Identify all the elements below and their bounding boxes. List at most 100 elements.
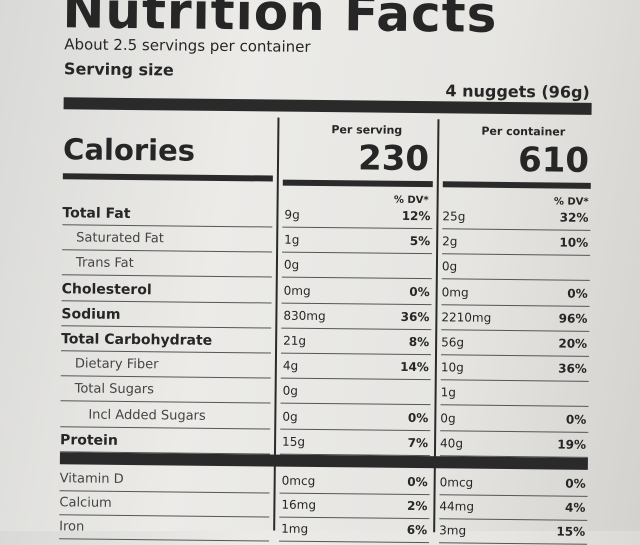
container-dv: 0% — [565, 476, 586, 491]
container-amount: 3mg — [439, 523, 467, 538]
serving-amount: 15g — [282, 434, 306, 449]
nutrient-label: Total Carbohydrate — [61, 331, 213, 349]
container-amount: 25g — [442, 209, 466, 224]
calories-serving: 230 — [357, 138, 430, 180]
container-dv: 4% — [564, 500, 586, 515]
row-rule — [282, 251, 433, 255]
row-rule — [279, 492, 430, 496]
serving-amount: 1g — [284, 232, 300, 247]
row-rule — [61, 325, 272, 329]
serving-amount: 21g — [283, 333, 307, 348]
row-rule — [61, 350, 272, 354]
nutrient-label: Sodium — [61, 306, 121, 323]
serving-dv: 7% — [407, 435, 429, 450]
row-rule — [281, 302, 432, 305]
nutrient-label: Saturated Fat — [76, 230, 164, 247]
servings: About 2.5 servings per container — [64, 35, 311, 56]
serving-size-label: Serving size — [63, 59, 174, 80]
serving-dv: 8% — [408, 334, 430, 350]
serving-dv: 0% — [407, 474, 428, 490]
nutrient-label: Iron — [59, 519, 85, 535]
nutrient-label: Dietary Fiber — [74, 356, 159, 373]
container-dv: 20% — [558, 336, 588, 351]
container-amount: 56g — [441, 335, 465, 350]
row-rule — [60, 400, 271, 404]
calories-label: Calories — [62, 132, 196, 168]
medium-bar — [62, 173, 273, 182]
container-dv: 96% — [558, 311, 588, 326]
row-rule — [440, 429, 589, 433]
row-rule — [441, 303, 590, 307]
nutrient-label: Cholesterol — [61, 280, 152, 298]
row-rule — [60, 425, 271, 430]
row-rule — [280, 402, 431, 406]
row-rule — [440, 379, 589, 383]
serving-dv: 14% — [400, 360, 429, 375]
row-rule — [62, 224, 273, 228]
serving-amount: 0mcg — [281, 473, 316, 488]
row-rule — [62, 249, 273, 253]
nutrient-label: Total Sugars — [74, 381, 155, 398]
nutrient-label: Trans Fat — [75, 255, 134, 272]
serving-dv: 5% — [409, 234, 431, 249]
container-amount: 0g — [440, 410, 456, 426]
serving-amount: 9g — [284, 207, 300, 222]
container-amount: 2210mg — [441, 310, 492, 325]
row-rule — [280, 428, 431, 431]
container-amount: 44mg — [439, 499, 475, 514]
serving-amount: 0mg — [283, 283, 311, 298]
row-rule — [441, 278, 590, 282]
row-rule — [442, 253, 591, 257]
serving-dv: 2% — [406, 498, 428, 514]
nutrient-label: Total Fat — [62, 205, 131, 223]
row-rule — [279, 516, 430, 520]
serving-dv: 12% — [401, 208, 431, 224]
per-container-label: Per container — [481, 124, 566, 139]
medium-bar — [282, 179, 433, 188]
nutrient-label: Protein — [60, 432, 118, 449]
container-dv: 15% — [556, 524, 586, 539]
container-dv: 19% — [557, 437, 587, 452]
serving-amount: 16mg — [281, 497, 317, 512]
row-rule — [281, 352, 432, 356]
container-dv: 32% — [559, 210, 589, 225]
nutrient-label: Calcium — [59, 495, 112, 511]
row-rule — [439, 518, 588, 521]
row-rule — [439, 494, 588, 497]
serving-amount: 0g — [283, 258, 300, 273]
container-amount: 0mg — [441, 284, 469, 300]
serving-amount: 1mg — [281, 521, 309, 536]
row-rule — [281, 276, 432, 280]
row-rule — [439, 542, 588, 545]
calories-container: 610 — [517, 140, 590, 181]
row-rule — [441, 329, 590, 332]
row-rule — [60, 375, 271, 379]
container-dv: 0% — [565, 412, 587, 427]
row-rule — [61, 274, 272, 278]
container-amount: 0mcg — [439, 475, 474, 490]
row-rule — [61, 299, 272, 304]
dv-label: % DV* — [553, 196, 589, 208]
row-rule — [442, 228, 591, 231]
nutrient-label: Vitamin D — [59, 471, 124, 487]
row-rule — [441, 354, 590, 357]
container-amount: 1g — [440, 385, 456, 400]
serving-amount: 4g — [282, 358, 299, 373]
row-rule — [282, 226, 433, 230]
row-rule — [440, 404, 589, 408]
nutrition-label: Nutrition Facts About 2.5 servings per c… — [59, 0, 592, 545]
serving-amount: 830mg — [283, 308, 326, 323]
container-dv: 0% — [567, 286, 588, 301]
nutrient-label: Incl Added Sugars — [88, 407, 206, 424]
serving-size: 4 nuggets (96g) — [445, 81, 590, 102]
row-rule — [59, 538, 270, 542]
row-rule — [281, 327, 432, 330]
row-rule — [279, 540, 430, 544]
serving-amount: 0g — [282, 384, 298, 399]
medium-bar — [442, 181, 591, 189]
container-amount: 40g — [440, 436, 464, 451]
serving-dv: 0% — [407, 410, 429, 425]
container-dv: 10% — [559, 235, 589, 250]
serving-dv: 6% — [406, 522, 428, 538]
row-rule — [280, 377, 431, 381]
